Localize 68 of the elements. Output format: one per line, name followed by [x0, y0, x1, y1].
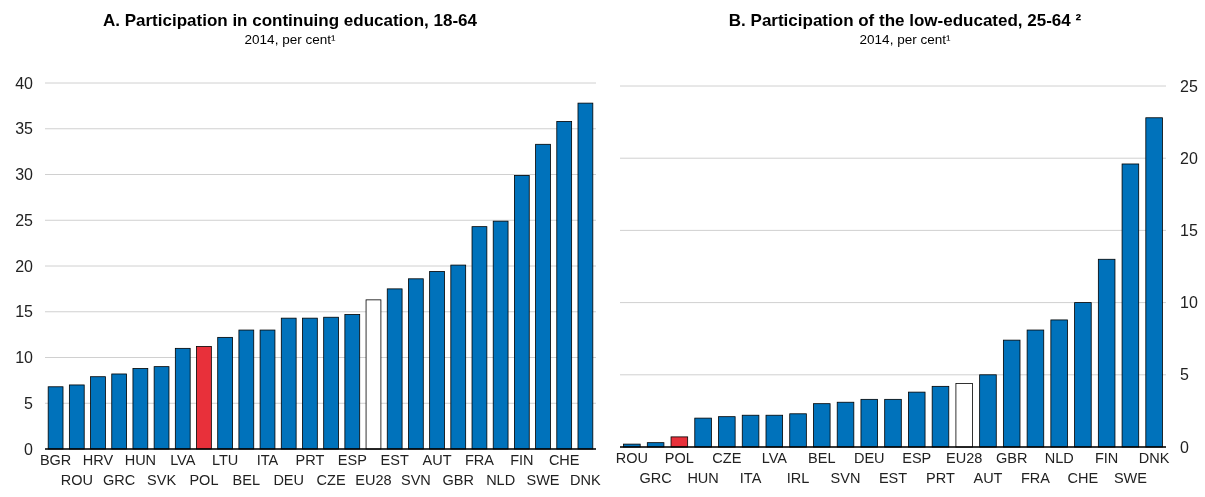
x-tick-label: LVA	[761, 450, 788, 467]
y-tick-label: 40	[15, 74, 34, 92]
x-tick-label: HUN	[124, 452, 157, 469]
y-tick-label: 0	[24, 440, 34, 458]
x-tick-label: BEL	[808, 450, 836, 467]
x-tick-label: BGR	[39, 452, 72, 469]
chart-subtitle: 2014, per cent¹	[244, 32, 336, 47]
chart-title: A. Participation in continuing education, 18-64	[102, 11, 478, 30]
x-tick-label: GRC	[103, 471, 136, 488]
x-tick-label: CHE	[548, 452, 580, 469]
x-tick-label: EU28	[355, 471, 392, 488]
x-tick-label: DEU	[273, 471, 305, 488]
x-tick-label: GBR	[442, 471, 474, 488]
x-tick-label: HUN	[687, 469, 719, 486]
y2-tick-label: 10	[1180, 294, 1198, 312]
y2-tick-label: 15	[1180, 222, 1198, 240]
x-tick-label: EST	[380, 452, 409, 469]
x-tick-label: FIN	[1094, 450, 1119, 467]
x-tick-label: DNK	[570, 471, 602, 488]
x-tick-label: FRA	[1020, 469, 1051, 486]
x-tick-label: ESP	[337, 452, 367, 469]
y2-tick-label: 20	[1180, 149, 1198, 167]
y-tick-label: 25	[15, 211, 34, 229]
x-tick-label: BEL	[232, 471, 261, 488]
x-tick-label: FIN	[510, 452, 534, 469]
x-tick-label: ITA	[256, 452, 279, 469]
chart-subtitle: 2014, per cent¹	[859, 32, 951, 47]
x-tick-label: ROU	[615, 450, 648, 467]
x-tick-label: LVA	[170, 452, 196, 469]
x-tick-label: NLD	[1044, 450, 1074, 467]
x-tick-label: PRT	[926, 469, 955, 486]
x-tick-label: ITA	[739, 469, 762, 486]
y2-tick-label: 0	[1180, 438, 1189, 456]
x-tick-label: POL	[189, 471, 219, 488]
y2-tick-label: 25	[1180, 77, 1198, 95]
y-tick-label: 5	[24, 394, 34, 412]
x-tick-label: EST	[878, 469, 908, 486]
x-tick-label: SWE	[1113, 469, 1148, 486]
chart-title: B. Participation of the low-educated, 25-64 ²	[728, 11, 1082, 30]
x-tick-label: FRA	[464, 452, 495, 469]
x-tick-label: GRC	[639, 469, 672, 486]
y-tick-label: 15	[15, 303, 34, 321]
y-tick-label: 20	[15, 257, 34, 275]
x-tick-label: SWE	[526, 471, 560, 488]
x-tick-label: SVN	[830, 469, 861, 486]
x-tick-label: CZE	[712, 450, 742, 467]
x-tick-label: POL	[664, 450, 694, 467]
x-tick-label: CHE	[1067, 469, 1099, 486]
y-tick-label: 10	[15, 349, 34, 367]
x-tick-label: PRT	[295, 452, 325, 469]
x-tick-label: IRL	[786, 469, 810, 486]
x-tick-label: SVK	[147, 471, 177, 488]
x-tick-label: DEU	[853, 450, 885, 467]
x-tick-label: AUT	[973, 469, 1003, 486]
x-tick-label: DNK	[1138, 450, 1170, 467]
x-tick-label: AUT	[422, 452, 452, 469]
x-tick-label: CZE	[316, 471, 346, 488]
x-tick-label: HRV	[82, 452, 114, 469]
y2-tick-label: 5	[1180, 366, 1189, 384]
x-tick-label: ROU	[60, 471, 93, 488]
y-tick-label: 30	[15, 166, 34, 184]
x-tick-label: ESP	[902, 450, 932, 467]
x-tick-label: SVN	[400, 471, 431, 488]
x-tick-label: LTU	[211, 452, 239, 469]
y-tick-label: 35	[15, 120, 34, 138]
x-tick-label: NLD	[486, 471, 516, 488]
x-tick-label: GBR	[995, 450, 1028, 467]
x-tick-label: EU28	[946, 450, 983, 467]
